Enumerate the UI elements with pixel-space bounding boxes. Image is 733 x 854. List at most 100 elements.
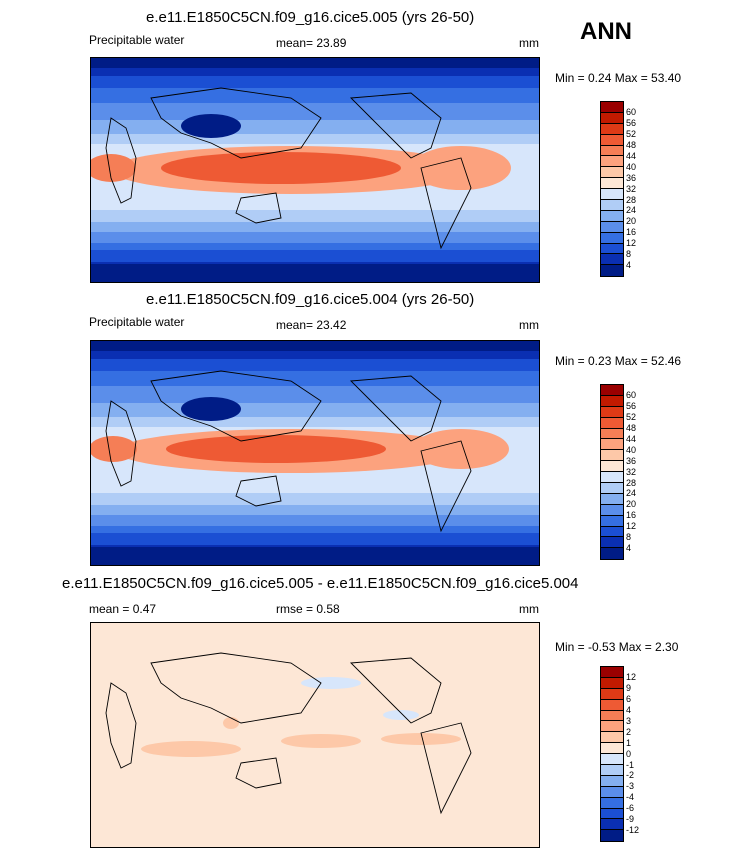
panel2-mean-label: mean= 23.42 xyxy=(276,318,347,332)
panel2-map xyxy=(90,340,540,566)
colorbar-level: 4 xyxy=(626,543,632,553)
map-region xyxy=(301,677,361,689)
colorbar-level: 60 xyxy=(626,107,637,117)
colorbar-level: 12 xyxy=(626,672,637,682)
colorbar-level: 36 xyxy=(626,456,637,466)
colorbar-level: 16 xyxy=(626,227,637,237)
colorbar-level: 48 xyxy=(626,423,637,433)
map-region xyxy=(91,154,136,182)
panel1-colorbar xyxy=(600,101,624,278)
colorbar-swatch xyxy=(601,515,623,527)
map-region xyxy=(166,435,386,463)
panel2-variable-label: Precipitable water xyxy=(89,315,185,329)
colorbar-swatch xyxy=(601,102,623,113)
colorbar-swatch xyxy=(601,178,623,190)
panel1-variable-label: Precipitable water xyxy=(89,33,185,47)
colorbar-swatch xyxy=(601,710,623,722)
colorbar-level: -4 xyxy=(626,792,635,802)
panel1-map xyxy=(90,57,540,283)
colorbar-swatch xyxy=(601,526,623,538)
colorbar-level: -3 xyxy=(626,781,635,791)
colorbar-level: 40 xyxy=(626,445,637,455)
colorbar-level: 20 xyxy=(626,216,637,226)
panel2-units: mm xyxy=(519,318,539,332)
colorbar-swatch xyxy=(601,765,623,776)
colorbar-swatch xyxy=(601,688,623,700)
colorbar-swatch xyxy=(601,819,623,831)
panel3-map-svg xyxy=(91,623,539,847)
colorbar-swatch xyxy=(601,699,623,711)
colorbar-swatch xyxy=(601,732,623,744)
coastlines xyxy=(105,652,472,815)
colorbar-swatch xyxy=(601,439,623,451)
colorbar-level: 56 xyxy=(626,118,637,128)
colorbar-swatch xyxy=(601,721,623,733)
panel1-units: mm xyxy=(519,36,539,50)
panel3-colorbar xyxy=(600,666,624,843)
colorbar-level: 32 xyxy=(626,184,637,194)
panel1-map-svg xyxy=(91,58,539,282)
panel1-minmax: Min = 0.24 Max = 53.40 xyxy=(555,71,682,85)
colorbar-swatch xyxy=(601,504,623,516)
map-region xyxy=(413,429,509,469)
panel3-mean-label: mean = 0.47 xyxy=(89,602,157,616)
colorbar-level: 8 xyxy=(626,249,632,259)
map-region xyxy=(161,152,401,184)
colorbar-level: 4 xyxy=(626,260,632,270)
colorbar-swatch xyxy=(601,243,623,255)
colorbar-level: 32 xyxy=(626,467,637,477)
panel3-units: mm xyxy=(519,602,539,616)
colorbar-swatch xyxy=(601,797,623,809)
colorbar-swatch xyxy=(601,200,623,211)
colorbar-level: -12 xyxy=(626,825,640,835)
map-region xyxy=(383,710,419,720)
colorbar-swatch xyxy=(601,221,623,233)
colorbar-level: 56 xyxy=(626,401,637,411)
colorbar-level: 40 xyxy=(626,162,637,172)
colorbar-swatch xyxy=(601,210,623,222)
colorbar-level: 1 xyxy=(626,738,632,748)
panel1-title: e.e11.E1850C5CN.f09_g16.cice5.005 (yrs 2… xyxy=(146,9,475,26)
colorbar-swatch xyxy=(601,406,623,418)
colorbar-swatch xyxy=(601,145,623,157)
colorbar-swatch xyxy=(601,830,623,842)
colorbar-level: 12 xyxy=(626,238,637,248)
colorbar-level: 36 xyxy=(626,173,637,183)
colorbar-swatch xyxy=(601,775,623,787)
colorbar-level: 9 xyxy=(626,683,632,693)
colorbar-swatch xyxy=(601,428,623,440)
colorbar-swatch xyxy=(601,677,623,689)
colorbar-level: 3 xyxy=(626,716,632,726)
map-region xyxy=(281,734,361,748)
colorbar-swatch xyxy=(601,450,623,462)
colorbar-swatch xyxy=(601,808,623,820)
colorbar-level: 28 xyxy=(626,195,637,205)
colorbar-swatch xyxy=(601,754,623,766)
colorbar-swatch xyxy=(601,254,623,266)
colorbar-swatch xyxy=(601,385,623,396)
colorbar-swatch xyxy=(601,483,623,494)
colorbar-swatch xyxy=(601,537,623,549)
map-region xyxy=(141,741,241,757)
colorbar-swatch xyxy=(601,461,623,473)
panel2-map-svg xyxy=(91,341,539,565)
colorbar-swatch xyxy=(601,667,623,678)
colorbar-swatch xyxy=(601,265,623,277)
colorbar-level: -1 xyxy=(626,760,635,770)
panel3-title: e.e11.E1850C5CN.f09_g16.cice5.005 - e.e1… xyxy=(62,575,579,592)
colorbar-swatch xyxy=(601,395,623,407)
colorbar-swatch xyxy=(601,134,623,146)
map-band xyxy=(91,341,539,351)
colorbar-level: 52 xyxy=(626,412,637,422)
colorbar-swatch xyxy=(601,232,623,244)
colorbar-level: 6 xyxy=(626,694,632,704)
season-label: ANN xyxy=(580,18,632,45)
colorbar-level: 16 xyxy=(626,510,637,520)
colorbar-swatch xyxy=(601,493,623,505)
colorbar-level: 48 xyxy=(626,140,637,150)
colorbar-level: 12 xyxy=(626,521,637,531)
coastlines xyxy=(105,87,472,250)
colorbar-level: 44 xyxy=(626,434,637,444)
panel1-mean-label: mean= 23.89 xyxy=(276,36,347,50)
colorbar-level: 24 xyxy=(626,205,637,215)
